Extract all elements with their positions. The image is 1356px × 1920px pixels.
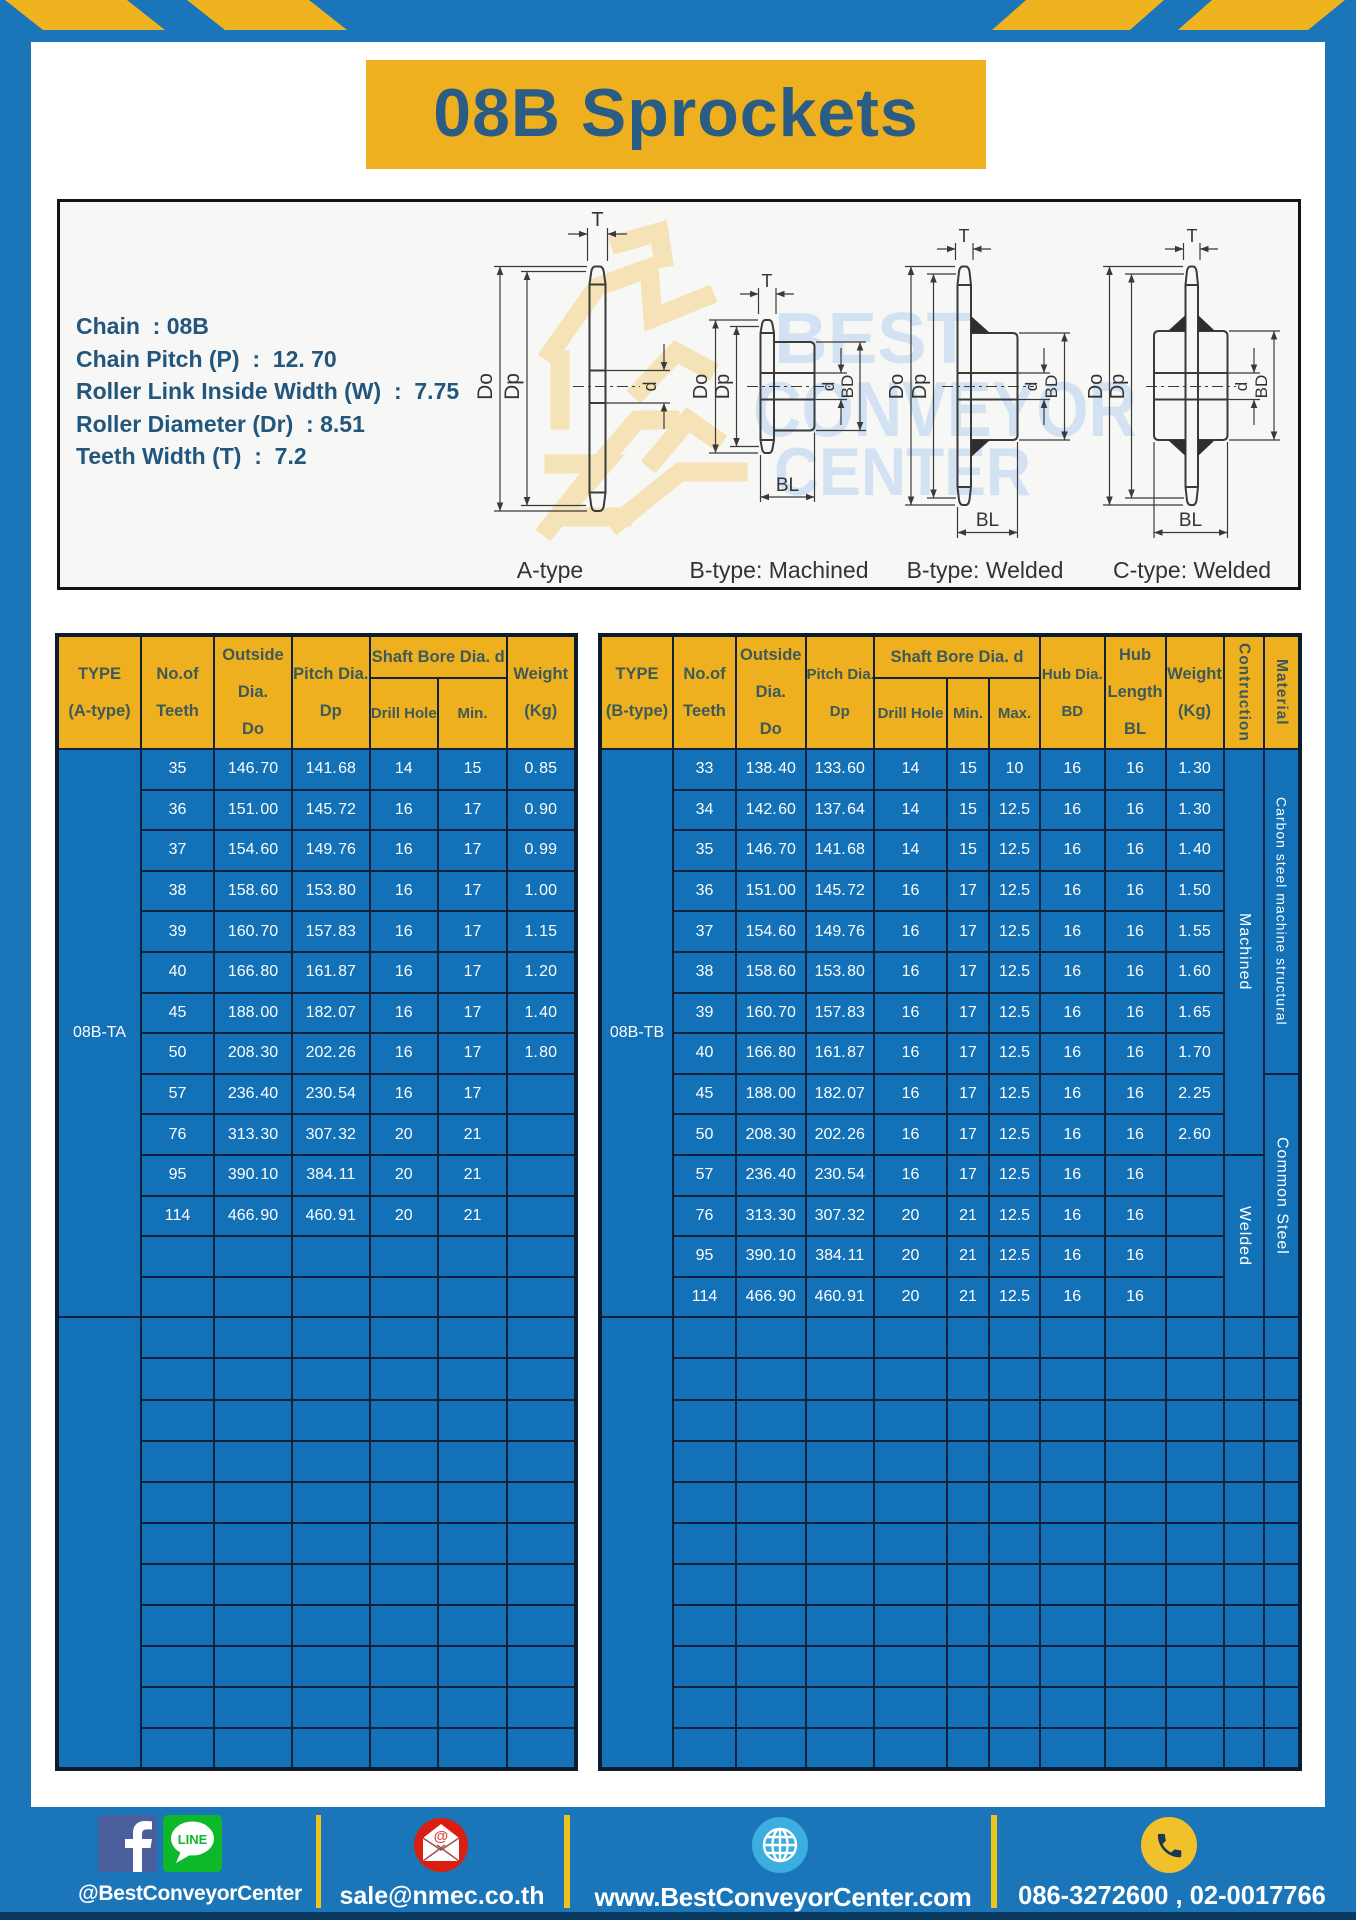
svg-text:T: T xyxy=(959,226,970,246)
svg-text:A-type: A-type xyxy=(517,557,583,583)
svg-text:T: T xyxy=(591,209,603,231)
svg-text:@: @ xyxy=(434,1828,449,1845)
svg-text:CONVEYOR: CONVEYOR xyxy=(753,365,1137,453)
svg-text:C-type: Welded: C-type: Welded xyxy=(1113,557,1271,583)
svg-text:T: T xyxy=(762,271,773,291)
svg-text:d: d xyxy=(1022,382,1041,391)
svg-text:BL: BL xyxy=(976,510,999,531)
svg-text:BD: BD xyxy=(1252,375,1271,399)
svg-text:CENTER: CENTER xyxy=(774,434,1031,510)
svg-text:Do: Do xyxy=(690,374,712,400)
svg-text:Do: Do xyxy=(1085,374,1107,400)
svg-text:d: d xyxy=(640,381,660,391)
svg-text:Dp: Dp xyxy=(909,374,931,400)
svg-text:LINE: LINE xyxy=(178,1832,208,1847)
svg-text:BD: BD xyxy=(1042,375,1061,399)
svg-text:BEST: BEST xyxy=(774,299,972,379)
svg-text:Dp: Dp xyxy=(501,373,524,400)
svg-text:T: T xyxy=(1187,226,1198,246)
svg-text:Dp: Dp xyxy=(712,374,734,400)
svg-text:d: d xyxy=(819,382,838,391)
svg-text:B-type: Welded: B-type: Welded xyxy=(907,557,1064,583)
svg-text:Do: Do xyxy=(474,373,497,400)
svg-text:BL: BL xyxy=(1179,510,1202,531)
svg-text:d: d xyxy=(1232,382,1251,391)
svg-text:BD: BD xyxy=(838,375,857,399)
svg-text:Do: Do xyxy=(886,374,908,400)
svg-text:B-type: Machined: B-type: Machined xyxy=(690,557,869,583)
svg-text:Dp: Dp xyxy=(1107,374,1129,400)
svg-text:BL: BL xyxy=(776,475,799,496)
